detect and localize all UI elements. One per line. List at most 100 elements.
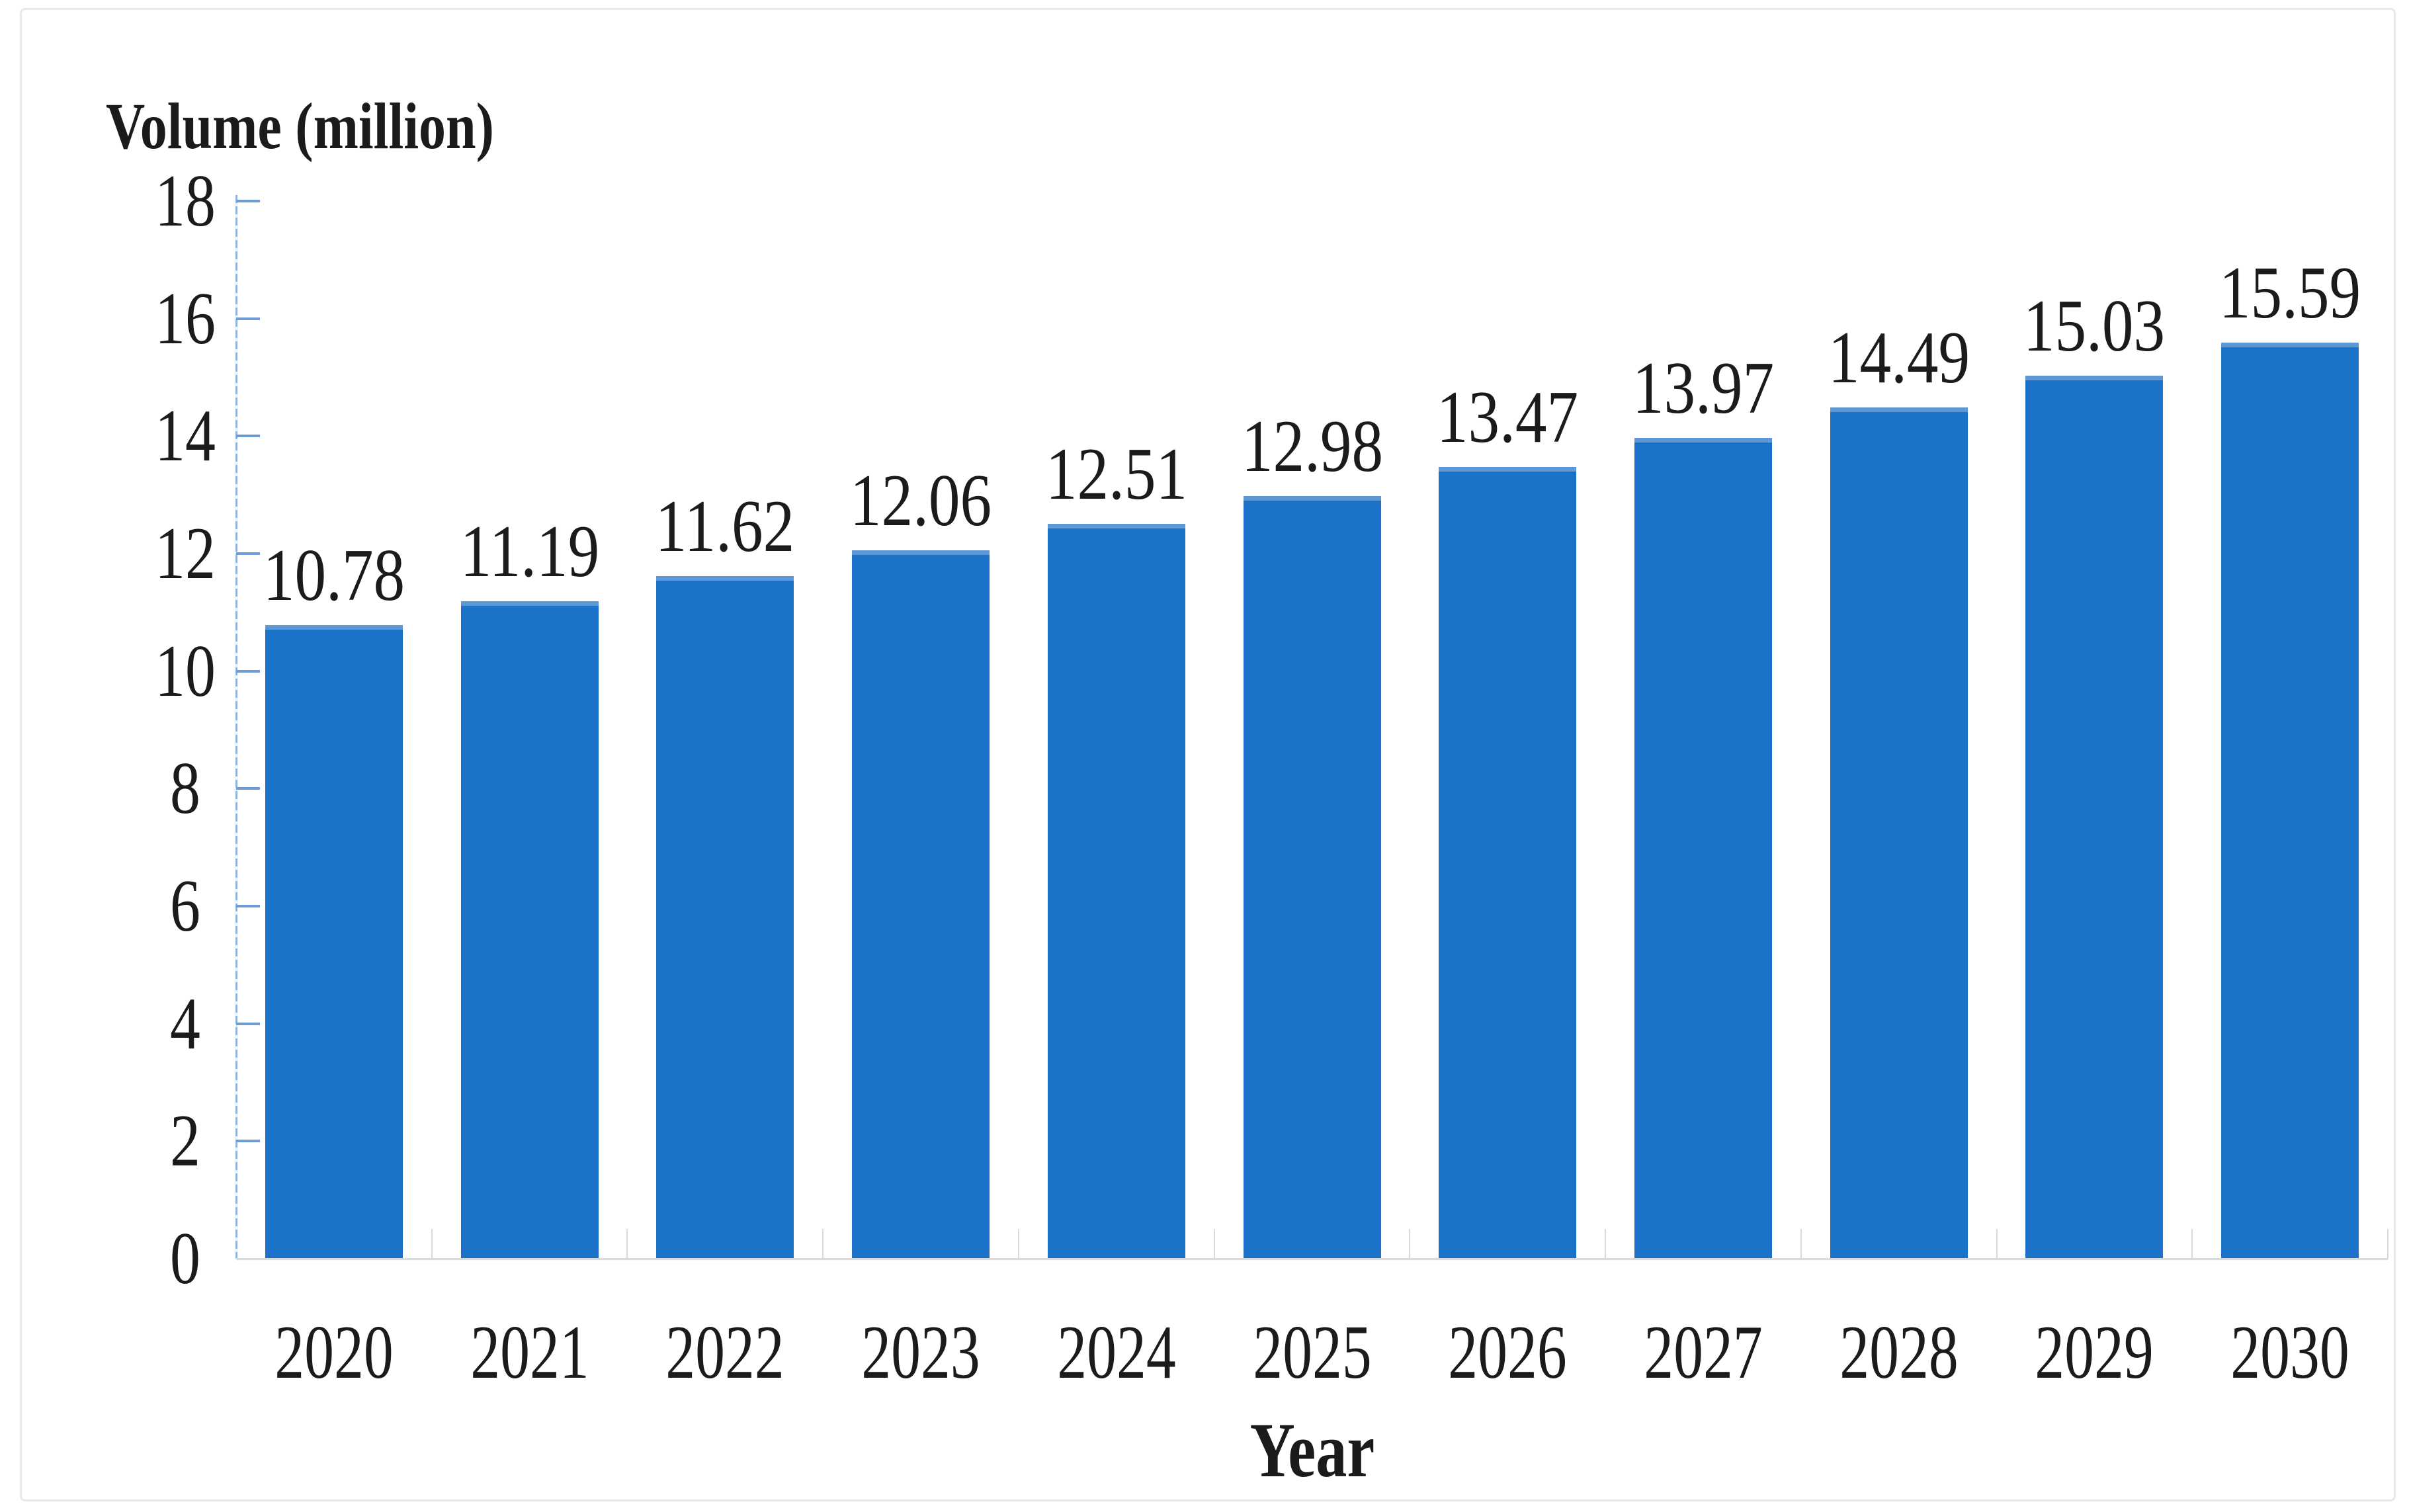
y-axis — [235, 195, 237, 1259]
x-axis-category-tick — [1017, 1229, 1019, 1259]
x-axis-category-tick — [1213, 1229, 1215, 1259]
x-axis-tick-label: 2030 — [2151, 1310, 2409, 1394]
y-axis-tick-label-text: 4 — [170, 982, 200, 1065]
bar-value-label-text: 15.03 — [2023, 284, 2166, 367]
x-axis-tick-label-text: 2027 — [1644, 1310, 1763, 1394]
bar-value-label: 12.06 — [782, 461, 1060, 540]
x-axis-tick-label-text: 2025 — [1252, 1310, 1372, 1394]
bar-value-label: 14.49 — [1760, 318, 2038, 398]
y-axis-tick-label: 18 — [86, 160, 284, 242]
bar — [2025, 375, 2164, 1259]
x-axis-category-tick — [2191, 1229, 2193, 1259]
y-axis-title: Volume (million) — [106, 93, 579, 159]
x-axis-tick-label: 2026 — [1369, 1310, 1646, 1394]
x-axis-tick-label-text: 2022 — [665, 1310, 785, 1394]
y-axis-tick — [236, 787, 260, 790]
x-axis-category-tick — [1996, 1229, 1998, 1259]
y-axis-tick-label-text: 0 — [170, 1218, 200, 1300]
bar-value-label-text: 15.59 — [2219, 252, 2361, 335]
y-axis-tick-label: 10 — [86, 630, 284, 712]
y-axis-tick — [236, 1022, 260, 1025]
y-axis-tick-label: 14 — [86, 395, 284, 477]
x-axis-tick-label-text: 2024 — [1057, 1310, 1176, 1394]
y-axis-tick-label-text: 16 — [155, 277, 216, 360]
bar-value-label: 15.59 — [2151, 253, 2409, 333]
bar — [656, 575, 794, 1259]
y-axis-tick-label-text: 6 — [170, 865, 200, 947]
x-axis-tick-label: 2028 — [1760, 1310, 2038, 1394]
y-axis-tick-label-text: 8 — [170, 747, 200, 830]
bar — [1243, 495, 1381, 1259]
bar-value-label-text: 12.98 — [1241, 405, 1383, 487]
bar — [1830, 407, 1968, 1259]
bar-value-label: 11.62 — [586, 487, 864, 566]
y-axis-tick — [236, 1140, 260, 1143]
x-axis-category-tick — [626, 1229, 628, 1259]
x-axis-category-tick — [431, 1229, 433, 1259]
y-axis-tick-label-text: 10 — [155, 630, 216, 712]
y-axis-tick-label-text: 12 — [155, 513, 216, 595]
y-axis-tick-label: 12 — [86, 513, 284, 595]
y-axis-tick-label: 2 — [86, 1100, 284, 1182]
x-axis-baseline — [236, 1258, 2388, 1260]
x-axis-tick-label: 2024 — [978, 1310, 1255, 1394]
x-axis-tick-label: 2029 — [1955, 1310, 2233, 1394]
x-axis-tick-label-text: 2028 — [1839, 1310, 1959, 1394]
bar-value-label: 15.03 — [1955, 286, 2233, 366]
bar — [1439, 467, 1577, 1259]
bar — [852, 550, 990, 1259]
x-axis-category-tick — [822, 1229, 824, 1259]
y-axis-tick-label-text: 18 — [155, 160, 216, 242]
bar-value-label-text: 13.47 — [1437, 376, 1579, 459]
bar-value-label: 10.78 — [195, 536, 473, 615]
y-axis-tick — [236, 200, 260, 202]
bar-value-label: 12.51 — [978, 435, 1255, 514]
bar-value-label: 13.97 — [1564, 349, 1842, 428]
x-axis-tick-label-text: 2026 — [1448, 1310, 1567, 1394]
x-axis-category-tick — [1409, 1229, 1411, 1259]
x-axis-tick-label: 2023 — [782, 1310, 1060, 1394]
y-axis-tick-label-text: 14 — [155, 395, 216, 478]
bar-value-label-text: 12.51 — [1045, 433, 1187, 515]
y-axis-tick — [236, 317, 260, 320]
y-axis-tick-label: 0 — [86, 1218, 284, 1300]
bar-value-label: 13.47 — [1369, 378, 1646, 457]
y-axis-tick-label: 8 — [86, 747, 284, 829]
x-axis-tick-label: 2020 — [195, 1310, 473, 1394]
bar — [460, 601, 599, 1259]
bar — [1634, 438, 1772, 1259]
y-axis-tick — [236, 905, 260, 907]
bar-value-label-text: 11.19 — [460, 510, 599, 593]
bar-value-label-text: 13.97 — [1632, 347, 1775, 429]
y-axis-tick — [236, 669, 260, 673]
bar — [1047, 523, 1185, 1259]
y-axis-tick-label-text: 2 — [170, 1100, 200, 1183]
bar-value-label: 12.98 — [1173, 407, 1451, 486]
bar-value-label-text: 12.06 — [849, 459, 992, 542]
x-axis-tick-label: 2027 — [1564, 1310, 1842, 1394]
y-axis-tick-label: 4 — [86, 983, 284, 1065]
x-axis-tick-label: 2022 — [586, 1310, 864, 1394]
x-axis-tick-label-text: 2029 — [2035, 1310, 2154, 1394]
bar — [265, 625, 403, 1259]
x-axis-tick-label-text: 2020 — [275, 1310, 394, 1394]
y-axis-tick — [236, 435, 260, 438]
x-axis-tick-label-text: 2023 — [861, 1310, 980, 1394]
x-axis-title-text: Year — [1249, 1407, 1374, 1493]
x-axis-tick-label: 2021 — [391, 1310, 669, 1394]
y-axis-title-text: Volume (million) — [106, 89, 494, 163]
bar-value-label: 11.19 — [391, 512, 669, 591]
x-axis-category-tick — [1605, 1229, 1607, 1259]
y-axis-tick-label: 6 — [86, 865, 284, 947]
y-axis-tick-label: 16 — [86, 278, 284, 360]
y-axis-tick — [236, 552, 260, 555]
x-axis-category-tick — [2387, 1229, 2388, 1259]
bar-value-label-text: 10.78 — [263, 534, 405, 617]
x-axis-tick-label-text: 2021 — [470, 1310, 589, 1394]
x-axis-category-tick — [1800, 1229, 1802, 1259]
x-axis-tick-label-text: 2030 — [2230, 1310, 2349, 1394]
x-axis-title: Year — [1114, 1407, 1511, 1493]
bar — [2221, 343, 2359, 1259]
bar-value-label-text: 14.49 — [1828, 316, 1970, 399]
